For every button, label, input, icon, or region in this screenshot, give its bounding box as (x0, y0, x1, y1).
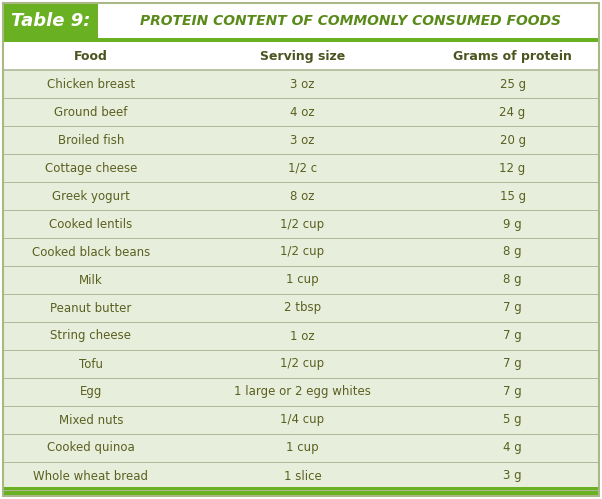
Bar (3, 3, 599, 38)
Text: String cheese: String cheese (51, 329, 131, 342)
Text: Cooked lentils: Cooked lentils (49, 218, 132, 231)
Text: Food: Food (74, 49, 108, 62)
Text: Chicken breast: Chicken breast (47, 77, 135, 90)
Text: 4 oz: 4 oz (290, 105, 315, 118)
Text: Ground beef: Ground beef (54, 105, 128, 118)
Text: 9 g: 9 g (503, 218, 522, 231)
Bar (3, 3, 98, 38)
Text: 1 large or 2 egg whites: 1 large or 2 egg whites (234, 386, 371, 399)
Text: 1 cup: 1 cup (286, 273, 319, 286)
Text: 1/2 cup: 1/2 cup (281, 246, 324, 258)
Text: 8 oz: 8 oz (290, 190, 315, 203)
Text: 1/2 cup: 1/2 cup (281, 218, 324, 231)
Text: Cooked black beans: Cooked black beans (32, 246, 150, 258)
Text: 25 g: 25 g (500, 77, 526, 90)
Text: 3 oz: 3 oz (290, 134, 315, 147)
Text: Greek yogurt: Greek yogurt (52, 190, 130, 203)
Text: Cottage cheese: Cottage cheese (45, 162, 137, 175)
Text: 7 g: 7 g (503, 357, 522, 370)
Text: 7 g: 7 g (503, 301, 522, 314)
Text: Mixed nuts: Mixed nuts (58, 414, 123, 427)
Text: 7 g: 7 g (503, 386, 522, 399)
Text: 12 g: 12 g (500, 162, 526, 175)
Bar (3, 70, 599, 490)
Text: 7 g: 7 g (503, 329, 522, 342)
Text: 8 g: 8 g (503, 273, 522, 286)
Text: 1/4 cup: 1/4 cup (281, 414, 324, 427)
Text: 24 g: 24 g (500, 105, 526, 118)
Text: 3 oz: 3 oz (290, 77, 315, 90)
Text: Cooked quinoa: Cooked quinoa (47, 442, 135, 455)
Bar (3, 487, 599, 496)
Text: Whole wheat bread: Whole wheat bread (33, 470, 149, 483)
Text: Peanut butter: Peanut butter (50, 301, 132, 314)
Text: 1/2 c: 1/2 c (288, 162, 317, 175)
Text: Milk: Milk (79, 273, 103, 286)
Text: 4 g: 4 g (503, 442, 522, 455)
Text: Table 9:: Table 9: (11, 11, 90, 29)
Text: 20 g: 20 g (500, 134, 526, 147)
Text: 8 g: 8 g (503, 246, 522, 258)
Text: 15 g: 15 g (500, 190, 526, 203)
Text: Tofu: Tofu (79, 357, 103, 370)
Text: 2 tbsp: 2 tbsp (284, 301, 321, 314)
Bar (3, 42, 599, 70)
Text: 1/2 cup: 1/2 cup (281, 357, 324, 370)
Text: PROTEIN CONTENT OF COMMONLY CONSUMED FOODS: PROTEIN CONTENT OF COMMONLY CONSUMED FOO… (140, 13, 560, 27)
Text: 1 cup: 1 cup (286, 442, 319, 455)
Text: Serving size: Serving size (260, 49, 345, 62)
Text: 1 oz: 1 oz (290, 329, 315, 342)
Text: 1 slice: 1 slice (284, 470, 321, 483)
Text: Egg: Egg (79, 386, 102, 399)
Text: Broiled fish: Broiled fish (58, 134, 124, 147)
Bar (3, 38, 599, 42)
Text: 5 g: 5 g (503, 414, 522, 427)
Text: Grams of protein: Grams of protein (453, 49, 572, 62)
Text: 3 g: 3 g (503, 470, 522, 483)
